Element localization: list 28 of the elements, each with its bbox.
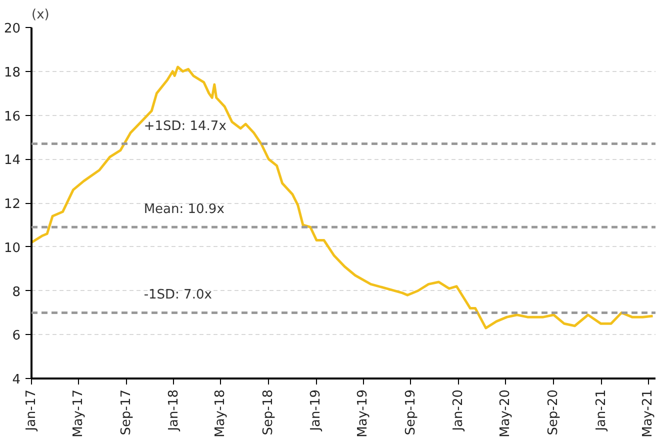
x-tick-label: Jan-18: [166, 389, 182, 432]
y-tick-label: 12: [4, 197, 21, 212]
y-tick-label: 8: [12, 284, 21, 300]
y-tick-label: 20: [4, 22, 21, 36]
y-tick-label: 18: [4, 65, 21, 80]
line-series: [32, 66, 654, 330]
ref-line-label: +1SD: 14.7x: [144, 118, 227, 134]
x-tick-label: Sep-18: [261, 389, 276, 436]
y-tick-label: 16: [4, 109, 21, 124]
y-tick-label: 10: [4, 240, 21, 256]
x-tick-label: May-20: [498, 389, 514, 438]
ref-line-label: Mean: 10.9x: [144, 202, 225, 218]
y-tick-label: 14: [4, 153, 21, 168]
x-tick-label: Sep-20: [546, 389, 562, 436]
x-tick-label: May-17: [70, 389, 86, 438]
x-tick-label: May-21: [640, 389, 656, 438]
x-tick-label: Sep-19: [403, 389, 418, 436]
y-tick-label: 6: [12, 328, 21, 344]
x-tick-label: Jan-20: [451, 389, 466, 432]
x-tick-label: May-18: [213, 389, 228, 438]
x-tick-label: May-19: [356, 389, 370, 438]
x-tick-label: Jan-21: [594, 389, 609, 432]
ref-line-label: -1SD: 7.0x: [144, 288, 212, 303]
y-tick-label: 4: [12, 372, 21, 388]
y-axis-title: (x): [32, 8, 50, 22]
x-tick-label: Jan-17: [24, 389, 39, 432]
x-tick-label: Sep-17: [118, 389, 134, 436]
x-tick-label: Jan-19: [308, 389, 324, 432]
